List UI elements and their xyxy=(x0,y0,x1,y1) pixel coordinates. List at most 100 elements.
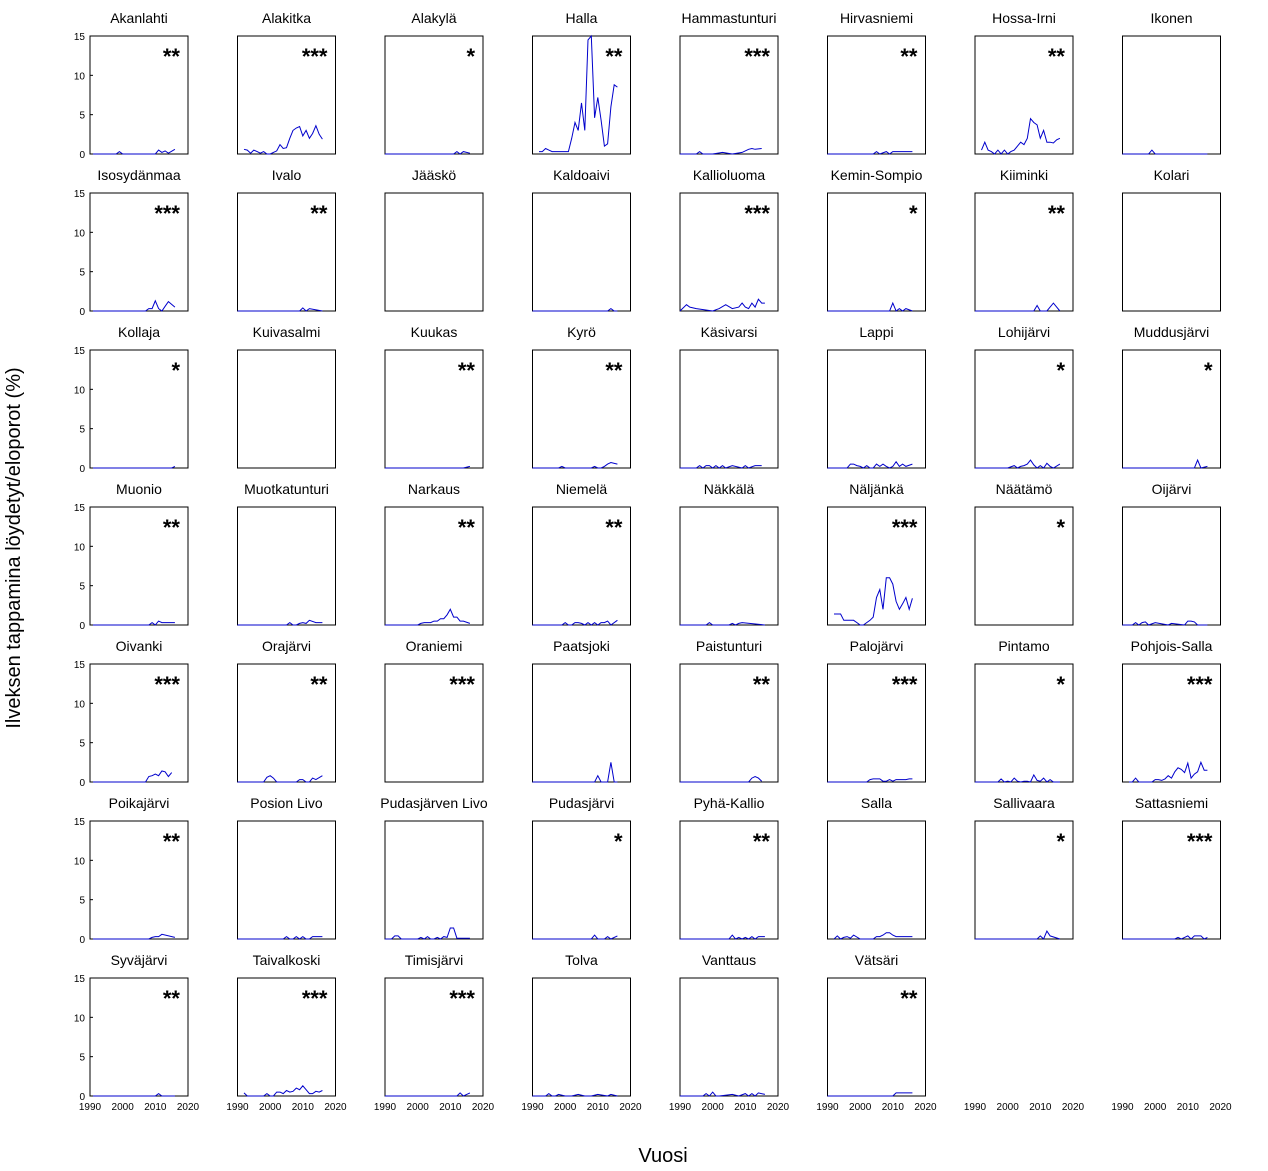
panel: Halla ** xyxy=(532,10,631,155)
x-tick-label: 1990 xyxy=(79,1102,102,1113)
series-line xyxy=(975,773,1060,783)
panel-title: Kolari xyxy=(1154,167,1190,183)
panel-title: Hossa-Irni xyxy=(992,10,1056,26)
panel: Vanttaus xyxy=(679,952,779,1097)
panel: Sattasniemi *** xyxy=(1122,795,1221,940)
x-tick-label: 1990 xyxy=(226,1102,249,1113)
panel-title: Orajärvi xyxy=(262,638,311,654)
panel: Kuivasalmi xyxy=(237,324,336,469)
panel: Tolva xyxy=(532,952,631,1097)
x-tick-label: 2000 xyxy=(1144,1102,1167,1113)
panel-title: Sallivaara xyxy=(993,795,1055,811)
series-line xyxy=(90,1092,175,1097)
panel-frame xyxy=(532,192,631,312)
panel: Ivalo ** xyxy=(237,167,336,312)
significance-stars: ** xyxy=(458,358,476,383)
y-tick-label: 5 xyxy=(79,111,85,122)
panel-title: Jääskö xyxy=(412,167,457,183)
series-line xyxy=(532,461,618,469)
panel-title: Oraniemi xyxy=(406,638,463,654)
series-line xyxy=(90,148,176,155)
series-line xyxy=(1122,935,1208,940)
x-tick-label: 1990 xyxy=(964,1102,987,1113)
panel-frame xyxy=(532,663,631,783)
panel-title: Narkaus xyxy=(408,481,460,497)
panel: Taivalkoski *** xyxy=(237,952,336,1097)
significance-stars: ** xyxy=(1048,44,1066,69)
y-tick-label: 10 xyxy=(74,542,86,553)
panel-frame xyxy=(532,35,631,155)
panel-title: Paistunturi xyxy=(696,638,762,654)
panel: Näljänkä *** xyxy=(827,481,926,626)
y-tick-label: 5 xyxy=(79,268,85,279)
panel-title: Paatsjoki xyxy=(553,638,610,654)
panel: Pudasjärvi * xyxy=(532,795,631,940)
panel-title: Kiiminki xyxy=(1000,167,1048,183)
panel-frame xyxy=(827,349,926,469)
x-tick-label: 1990 xyxy=(816,1102,839,1113)
panel: Kuukas ** xyxy=(384,324,484,469)
significance-stars: * xyxy=(1056,672,1065,697)
panel: Palojärvi *** xyxy=(827,638,926,783)
y-tick-label: 5 xyxy=(79,739,85,750)
panel: Muotkatunturi xyxy=(237,481,336,626)
significance-stars: *** xyxy=(154,672,180,697)
panel-title: Muotkatunturi xyxy=(244,481,329,497)
significance-stars: *** xyxy=(744,201,770,226)
panel-frame xyxy=(384,506,484,626)
panel-title: Pohjois-Salla xyxy=(1131,638,1213,654)
series-line xyxy=(680,934,765,940)
series-line xyxy=(385,927,470,940)
significance-stars: ** xyxy=(458,515,476,540)
panel-title: Syväjärvi xyxy=(111,952,168,968)
series-line xyxy=(90,770,173,783)
series-line xyxy=(981,117,1061,155)
series-line xyxy=(827,1092,913,1097)
panel-title: Kyrö xyxy=(567,324,596,340)
panel: Narkaus ** xyxy=(384,481,484,626)
panel-title: Pintamo xyxy=(998,638,1050,654)
significance-stars: ** xyxy=(163,829,181,854)
panel-title: Taivalkoski xyxy=(253,952,321,968)
series-line xyxy=(237,619,323,626)
panel-frame xyxy=(384,820,484,940)
panel-frame xyxy=(974,35,1074,155)
panel-title: Kuukas xyxy=(411,324,458,340)
panel: Kallioluoma *** xyxy=(679,167,779,312)
y-tick-label: 15 xyxy=(74,503,86,514)
significance-stars: *** xyxy=(1187,672,1213,697)
panel-title: Kollaja xyxy=(118,324,160,340)
series-line xyxy=(1129,760,1208,783)
panel-title: Kemin-Sompio xyxy=(831,167,923,183)
panel-frame xyxy=(1122,192,1221,312)
panel-title: Sattasniemi xyxy=(1135,795,1208,811)
panel-title: Oijärvi xyxy=(1152,481,1192,497)
significance-stars: * xyxy=(1056,515,1065,540)
panel: Lohijärvi * xyxy=(974,324,1074,469)
significance-stars: ** xyxy=(900,44,918,69)
bottom-x-axes: 1990 2000 2010 2020 1990 2000 2010 2020 1990 2000… xyxy=(79,1102,1232,1113)
panel: Näätämö * xyxy=(974,481,1074,626)
significance-stars: ** xyxy=(605,358,623,383)
series-line xyxy=(1122,458,1208,469)
panel-title: Kuivasalmi xyxy=(253,324,321,340)
series-line xyxy=(237,775,323,783)
significance-stars: * xyxy=(171,358,180,383)
significance-stars: ** xyxy=(605,44,623,69)
panel: Oraniemi *** xyxy=(384,638,484,783)
panel-frame xyxy=(384,663,484,783)
series-line xyxy=(680,1091,766,1097)
x-tick-label: 2000 xyxy=(259,1102,282,1113)
panel: Alakitka *** xyxy=(237,10,336,155)
panel: Niemelä ** xyxy=(532,481,631,626)
y-tick-label: 10 xyxy=(74,228,86,239)
panel-title: Näätämö xyxy=(996,481,1053,497)
panel-title: Näljänkä xyxy=(849,481,904,497)
panel-frame xyxy=(237,35,336,155)
panel-frame xyxy=(237,349,336,469)
x-tick-label: 2000 xyxy=(997,1102,1020,1113)
significance-stars: * xyxy=(466,44,475,69)
panel-frame xyxy=(1122,506,1221,626)
significance-stars: ** xyxy=(163,44,181,69)
y-tick-label: 15 xyxy=(74,660,86,671)
